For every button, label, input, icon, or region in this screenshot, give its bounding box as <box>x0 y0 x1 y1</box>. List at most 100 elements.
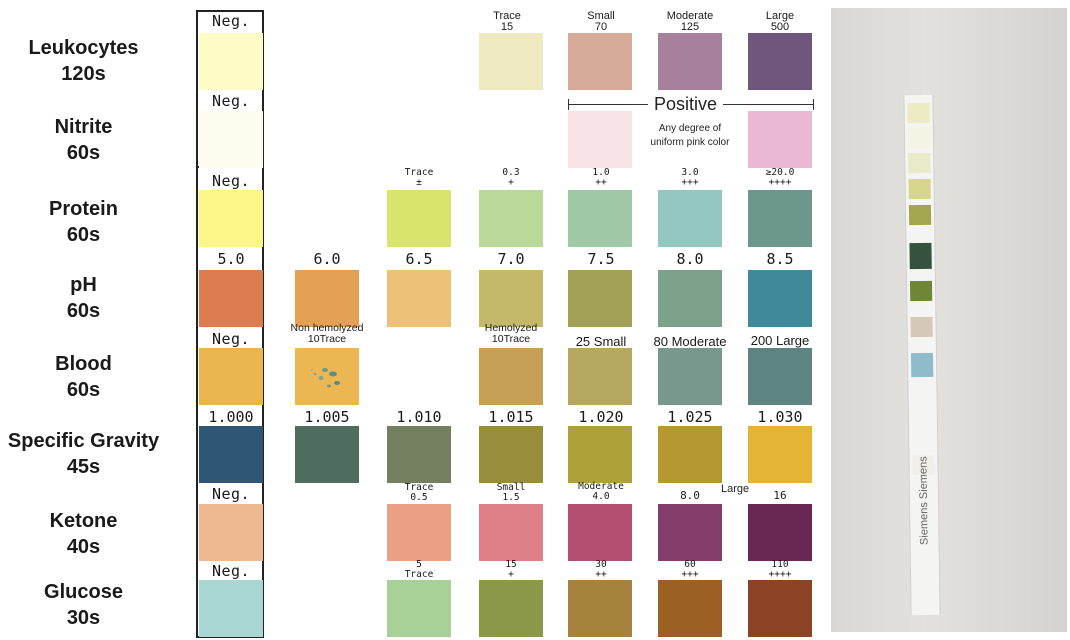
leukocytes-moderate-swatch <box>658 33 722 90</box>
nitrite-positive-swatch-2 <box>748 111 812 168</box>
glucose-level-5: 5 Trace <box>374 560 464 580</box>
level-num: 125 <box>680 21 700 33</box>
level-top: Small <box>496 482 526 493</box>
row-time: 40s <box>66 536 101 558</box>
strip-brand-text: Siemens Siemens <box>917 456 930 545</box>
blood-moderate-swatch <box>658 348 722 405</box>
leukocytes-level-moderate: Moderate 125 <box>645 11 735 33</box>
level-word: Trace <box>493 10 521 22</box>
leukocytes-neg-swatch <box>199 33 263 90</box>
ketone-neg-label: Neg. <box>211 485 251 503</box>
row-name: Protein <box>49 198 118 220</box>
leukocytes-level-large: Large 500 <box>735 11 825 33</box>
level-top: Moderate <box>578 481 624 492</box>
strip-brand-text-2: Siemens <box>917 456 931 500</box>
level-top: 30 <box>595 559 607 570</box>
ph-value-7-0: 7.0 <box>497 250 525 268</box>
leukocytes-small-swatch <box>568 33 632 90</box>
blood-hem-line1: Hemolyzed <box>484 322 538 334</box>
level-top: 60 <box>684 559 696 570</box>
row-label-blood: Blood 60s <box>0 351 167 403</box>
blood-hemolyzed-swatch <box>479 348 543 405</box>
glucose-level-15: 15 + <box>466 560 556 580</box>
level-bottom: ++++ <box>768 177 792 188</box>
row-name: Leukocytes <box>28 37 139 59</box>
ph-value-7-5: 7.5 <box>587 250 615 268</box>
protein-level-trace: Trace ± <box>374 168 464 188</box>
level-bottom: +++ <box>681 177 699 188</box>
leukocytes-level-trace: Trace 15 <box>462 11 552 33</box>
sg-1-005-swatch <box>295 426 359 483</box>
strip-pad <box>910 352 934 378</box>
ketone-level-8-0: 8.0 <box>680 489 700 502</box>
level-bottom: 0.5 <box>410 492 428 503</box>
row-label-specific-gravity: Specific Gravity 45s <box>0 428 167 480</box>
nitrite-positive-swatch-1 <box>568 111 632 168</box>
ph-8-5-swatch <box>748 270 812 327</box>
ketone-level-small: Small 1.5 <box>466 483 556 503</box>
strip-pad <box>909 242 932 270</box>
leukocytes-level-small: Small 70 <box>556 11 646 33</box>
ph-6-5-swatch <box>387 270 451 327</box>
sg-1-015-swatch <box>479 426 543 483</box>
protein-level-0-3: 0.3 + <box>466 168 556 188</box>
level-top: 3.0 <box>681 167 699 178</box>
glucose-level-60: 60 +++ <box>645 560 735 580</box>
ph-5-0-swatch <box>199 270 263 327</box>
level-bottom: 1.5 <box>502 492 520 503</box>
ph-value-6-5: 6.5 <box>405 250 433 268</box>
sg-value-1-030: 1.030 <box>757 408 803 426</box>
level-bottom: 4.0 <box>592 491 610 502</box>
negative-column-frame-lower <box>196 168 264 638</box>
level-bottom: ++ <box>595 177 607 188</box>
level-top: 15 <box>505 559 517 570</box>
ph-value-6-0: 6.0 <box>313 250 341 268</box>
row-time: 60s <box>66 379 101 401</box>
row-label-nitrite: Nitrite 60s <box>0 114 167 166</box>
ketone-8-0-swatch <box>658 504 722 561</box>
nitrite-positive-label: Positive <box>648 94 724 115</box>
row-time: 60s <box>66 224 101 246</box>
ketone-neg-swatch <box>199 504 263 561</box>
nitrite-neg-label: Neg. <box>211 92 251 110</box>
level-num: 500 <box>770 21 790 33</box>
glucose-15-swatch <box>479 580 543 637</box>
ph-value-8-5: 8.5 <box>766 250 794 268</box>
protein-trace-swatch <box>387 190 451 247</box>
ketone-small-swatch <box>479 504 543 561</box>
ketone-moderate-swatch <box>568 504 632 561</box>
row-time: 120s <box>61 63 106 85</box>
strip-pad <box>910 316 933 338</box>
level-bottom: +++ <box>681 569 699 580</box>
row-time: 60s <box>66 300 101 322</box>
blood-hemolyzed-label: Hemolyzed 10Trace <box>466 323 556 345</box>
level-bottom: ++ <box>595 569 607 580</box>
level-top: 1.0 <box>592 167 610 178</box>
sg-1-025-swatch <box>658 426 722 483</box>
ketone-16-swatch <box>748 504 812 561</box>
sg-value-1-025: 1.025 <box>667 408 713 426</box>
sg-1-020-swatch <box>568 426 632 483</box>
ketone-large-label: Large <box>721 483 750 495</box>
level-bottom: ++++ <box>768 569 792 580</box>
strip-pad <box>908 178 931 200</box>
blood-neg-label: Neg. <box>211 330 251 348</box>
glucose-level-110: 110 ++++ <box>735 560 825 580</box>
ph-7-5-swatch <box>568 270 632 327</box>
row-time: 30s <box>66 607 101 629</box>
level-top: Trace <box>404 167 434 178</box>
level-top: 110 <box>771 559 789 570</box>
sg-value-1-000: 1.000 <box>208 408 254 426</box>
ph-7-0-swatch <box>479 270 543 327</box>
level-bottom: + <box>508 569 514 580</box>
leukocytes-trace-swatch <box>479 33 543 90</box>
nitrite-note-line1: Any degree of <box>658 123 722 134</box>
sg-value-1-010: 1.010 <box>396 408 442 426</box>
blood-large-swatch <box>748 348 812 405</box>
blood-moderate-label: 80 Moderate <box>653 334 727 349</box>
ph-value-5-0: 5.0 <box>217 250 245 268</box>
row-label-protein: Protein 60s <box>0 196 167 248</box>
strip-pad <box>909 280 933 302</box>
leukocytes-large-swatch <box>748 33 812 90</box>
row-label-leukocytes: Leukocytes 120s <box>0 35 167 87</box>
